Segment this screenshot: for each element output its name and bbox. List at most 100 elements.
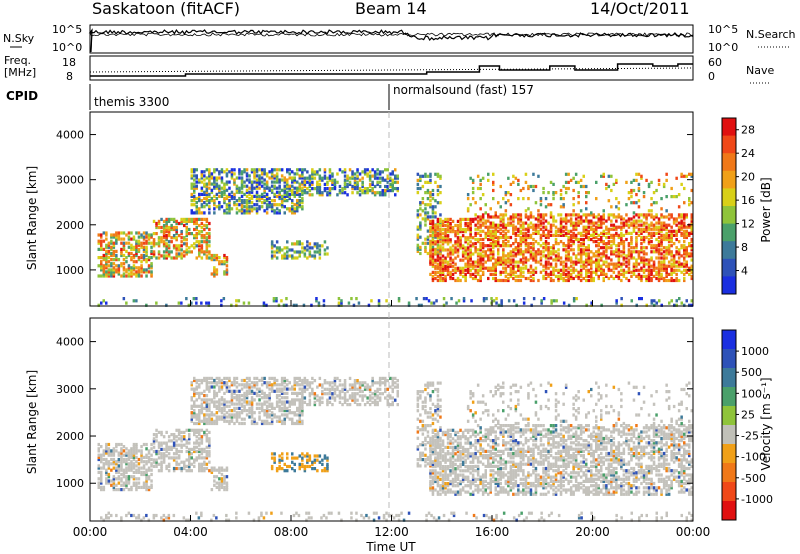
range-gate-cell — [283, 176, 286, 180]
range-gate-cell — [203, 394, 206, 398]
range-gate-cell — [635, 260, 638, 264]
range-gate-cell — [193, 188, 196, 192]
range-gate-cell — [107, 481, 111, 485]
range-gate-cell — [223, 182, 226, 186]
range-gate-cell — [620, 264, 623, 268]
range-gate-cell — [544, 235, 548, 240]
range-gate-cell — [157, 469, 161, 473]
range-gate-cell — [105, 470, 108, 474]
range-gate-cell — [657, 266, 661, 270]
range-gate-cell — [577, 221, 580, 225]
range-gate-cell — [225, 387, 229, 391]
range-gate-cell — [517, 268, 520, 272]
range-gate-cell — [444, 266, 447, 270]
range-gate-cell — [326, 182, 329, 186]
range-gate-cell — [620, 268, 623, 272]
range-gate-cell — [250, 209, 254, 213]
range-gate-cell — [527, 270, 530, 274]
range-gate-cell — [630, 299, 633, 303]
range-gate-cell — [193, 411, 196, 415]
range-gate-cell — [190, 174, 193, 178]
range-gate-cell — [198, 449, 201, 454]
range-gate-cell — [228, 419, 231, 423]
range-gate-cell — [140, 241, 143, 245]
range-gate-cell — [419, 247, 422, 251]
range-gate-cell — [205, 186, 209, 190]
range-gate-cell — [529, 221, 533, 225]
range-gate-cell — [424, 237, 427, 241]
range-gate-cell — [155, 460, 158, 464]
range-gate-cell — [529, 246, 533, 250]
range-gate-cell — [258, 205, 261, 209]
range-gate-cell — [268, 396, 271, 400]
range-gate-cell — [527, 244, 530, 248]
range-gate-cell — [632, 219, 636, 223]
range-gate-cell — [208, 234, 211, 238]
range-gate-cell — [685, 248, 688, 252]
range-gate-cell — [255, 199, 259, 203]
range-gate-cell — [278, 194, 281, 198]
range-gate-cell — [672, 264, 676, 268]
range-gate-cell — [177, 246, 181, 250]
range-gate-cell — [165, 221, 168, 226]
range-gate-cell — [476, 219, 480, 223]
range-gate-cell — [193, 178, 196, 182]
range-gate-cell — [140, 453, 143, 457]
range-gate-cell — [494, 213, 497, 217]
range-gate-cell — [208, 176, 211, 180]
range-gate-cell — [514, 260, 518, 264]
range-gate-cell — [552, 252, 555, 256]
range-gate-cell — [250, 196, 254, 201]
range-gate-cell — [102, 449, 106, 453]
range-gate-cell — [549, 223, 553, 227]
range-gate-cell — [529, 274, 533, 278]
range-gate-cell — [301, 246, 304, 250]
range-gate-cell — [215, 253, 219, 258]
range-gate-cell — [635, 219, 638, 223]
range-gate-cell — [198, 447, 201, 451]
range-gate-cell — [489, 237, 492, 242]
range-gate-cell — [622, 274, 626, 278]
range-gate-cell — [100, 301, 103, 305]
range-gate-cell — [574, 262, 578, 266]
range-gate-cell — [547, 266, 550, 270]
range-gate-cell — [233, 381, 236, 385]
range-gate-cell — [519, 215, 523, 219]
range-gate-cell — [502, 260, 505, 264]
range-gate-cell — [386, 174, 389, 178]
range-gate-cell — [456, 254, 460, 258]
range-gate-cell — [688, 203, 691, 207]
range-gate-cell — [524, 264, 528, 268]
range-gate-cell — [155, 221, 158, 226]
range-gate-cell — [180, 244, 183, 248]
range-gate-cell — [223, 381, 226, 385]
range-gate-cell — [245, 383, 249, 387]
range-gate-cell — [220, 411, 224, 415]
range-gate-cell — [512, 260, 515, 264]
range-gate-cell — [620, 235, 623, 240]
range-gate-cell — [245, 188, 249, 192]
range-gate-cell — [122, 297, 126, 301]
range-gate-cell — [205, 421, 209, 426]
range-gate-cell — [112, 272, 116, 276]
range-gate-cell — [102, 256, 106, 260]
range-gate-cell — [240, 170, 244, 174]
range-gate-cell — [647, 272, 651, 276]
range-gate-cell — [544, 205, 548, 209]
range-gate-cell — [353, 187, 357, 191]
range-gate-cell — [582, 262, 585, 266]
range-gate-cell — [497, 250, 500, 254]
range-gate-cell — [235, 396, 239, 400]
range-gate-cell — [245, 178, 249, 182]
range-gate-cell — [107, 453, 111, 457]
range-gate-cell — [449, 270, 452, 274]
range-gate-cell — [195, 240, 198, 244]
range-gate-cell — [680, 270, 683, 274]
range-gate-cell — [680, 262, 683, 266]
range-gate-cell — [100, 239, 103, 243]
range-gate-cell — [494, 278, 497, 283]
range-gate-cell — [125, 301, 128, 305]
range-gate-cell — [464, 228, 467, 232]
range-gate-cell — [637, 268, 641, 272]
range-gate-cell — [132, 266, 136, 270]
